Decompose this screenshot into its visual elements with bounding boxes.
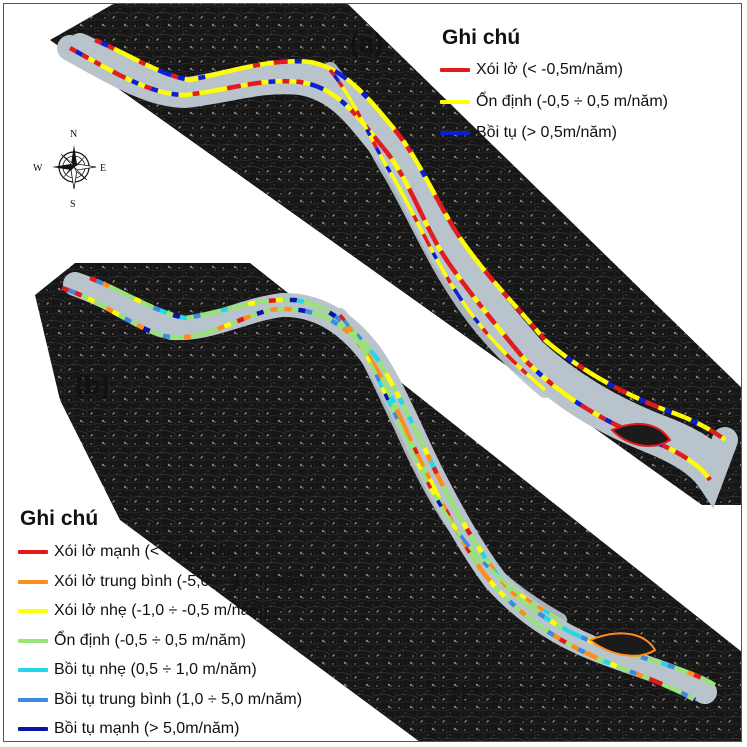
legend-b-swatch bbox=[18, 697, 48, 702]
legend-b-title: Ghi chú bbox=[20, 507, 99, 530]
bank-line-a bbox=[328, 68, 547, 392]
legend-b-label: Bồi tụ nhẹ (0,5 ÷ 1,0 m/năm) bbox=[54, 661, 257, 678]
bank-line-b bbox=[89, 275, 717, 687]
legend-a-item: Bồi tụ (> 0,5m/năm) bbox=[440, 124, 617, 142]
bank-line-a bbox=[94, 37, 727, 442]
compass-south-label: S bbox=[70, 199, 76, 210]
legend-a-label-stable: Ổn định (-0,5 ÷ 0,5 m/năm) bbox=[476, 93, 668, 110]
legend-a-item: Ổn định (-0,5 ÷ 0,5 m/năm) bbox=[440, 93, 668, 111]
legend-a-swatch-erosion bbox=[440, 68, 470, 72]
bank-line-a bbox=[328, 68, 547, 392]
bank-line-b bbox=[61, 285, 697, 702]
legend-a-swatch-accretion bbox=[440, 131, 470, 135]
compass-west-label: W bbox=[33, 163, 43, 174]
panel-label-b: (b) bbox=[75, 370, 110, 400]
panel-label-a: (a) bbox=[350, 28, 383, 58]
bank-line-a bbox=[68, 46, 712, 482]
legend-b-item: Bồi tụ trung bình (1,0 ÷ 5,0 m/năm) bbox=[18, 691, 302, 709]
legend-b-swatch bbox=[18, 579, 48, 584]
map-edge-white-a bbox=[347, 3, 742, 388]
compass-north-label: N bbox=[70, 129, 78, 140]
legend-b-label: Xói lở mạnh (< -5,0m/năm) bbox=[54, 543, 246, 560]
bank-line-b bbox=[61, 285, 697, 702]
legend-b-label: Xói lở nhẹ (-1,0 ÷ -0,5 m/năm) bbox=[54, 602, 269, 619]
bank-line-b bbox=[338, 313, 561, 622]
legend-b-label: Xói lở trung bình (-5,0 ÷ -1,0 m/năm) bbox=[54, 572, 314, 590]
bank-line-a bbox=[68, 46, 712, 482]
legend-a-label-erosion: Xói lở (< -0,5m/năm) bbox=[476, 61, 623, 78]
river-b bbox=[61, 272, 717, 704]
compass-rose-icon bbox=[52, 145, 97, 190]
bank-line-a bbox=[94, 37, 727, 442]
scale-tick-0: 0 bbox=[424, 692, 432, 707]
bank-line-a bbox=[94, 37, 727, 442]
scale-bar bbox=[427, 681, 571, 690]
scale-tick-5: 5 bbox=[492, 692, 500, 707]
bank-line-b bbox=[338, 313, 561, 622]
legend-b-swatch bbox=[18, 550, 48, 554]
legend-b-label: Ổn định (-0,5 ÷ 0,5 m/năm) bbox=[54, 631, 246, 649]
legend-b-label: Bồi tụ trung bình (1,0 ÷ 5,0 m/năm) bbox=[54, 690, 303, 708]
bank-line-b bbox=[61, 285, 697, 702]
legend-a-title: Ghi chú bbox=[442, 26, 521, 49]
legend-b-item: Ổn định (-0,5 ÷ 0,5 m/năm) bbox=[18, 632, 246, 650]
legend-b-item: Bồi tụ mạnh (> 5,0m/năm) bbox=[18, 720, 239, 738]
legend-b-label: Bồi tụ mạnh (> 5,0m/năm) bbox=[54, 720, 240, 737]
legend-a-swatch-stable bbox=[440, 100, 470, 104]
legend-b-swatch bbox=[18, 609, 48, 613]
legend-b-swatch bbox=[18, 668, 48, 672]
bank-line-a bbox=[328, 68, 547, 392]
legend-b-swatch bbox=[18, 727, 48, 731]
bank-line-a bbox=[68, 46, 712, 482]
compass-east-label: E bbox=[100, 163, 107, 174]
legend-b-swatch bbox=[18, 638, 48, 643]
bank-line-b bbox=[338, 313, 561, 622]
legend-b-item: Bồi tụ nhẹ (0,5 ÷ 1,0 m/năm) bbox=[18, 661, 257, 679]
legend-a-item: Xói lở (< -0,5m/năm) bbox=[440, 61, 623, 79]
river-a bbox=[57, 33, 738, 509]
legend-a-label-accretion: Bồi tụ (> 0,5m/năm) bbox=[476, 124, 617, 141]
bank-line-b bbox=[89, 275, 717, 687]
scale-tick-2-5: 2.5 bbox=[451, 692, 470, 707]
legend-b-item: Xói lở mạnh (< -5,0m/năm) bbox=[18, 543, 245, 561]
scale-tick-10-km: 10 km bbox=[548, 692, 584, 707]
legend-b-item: Xói lở trung bình (-5,0 ÷ -1,0 m/năm) bbox=[18, 573, 313, 591]
legend-b-item: Xói lở nhẹ (-1,0 ÷ -0,5 m/năm) bbox=[18, 602, 268, 620]
